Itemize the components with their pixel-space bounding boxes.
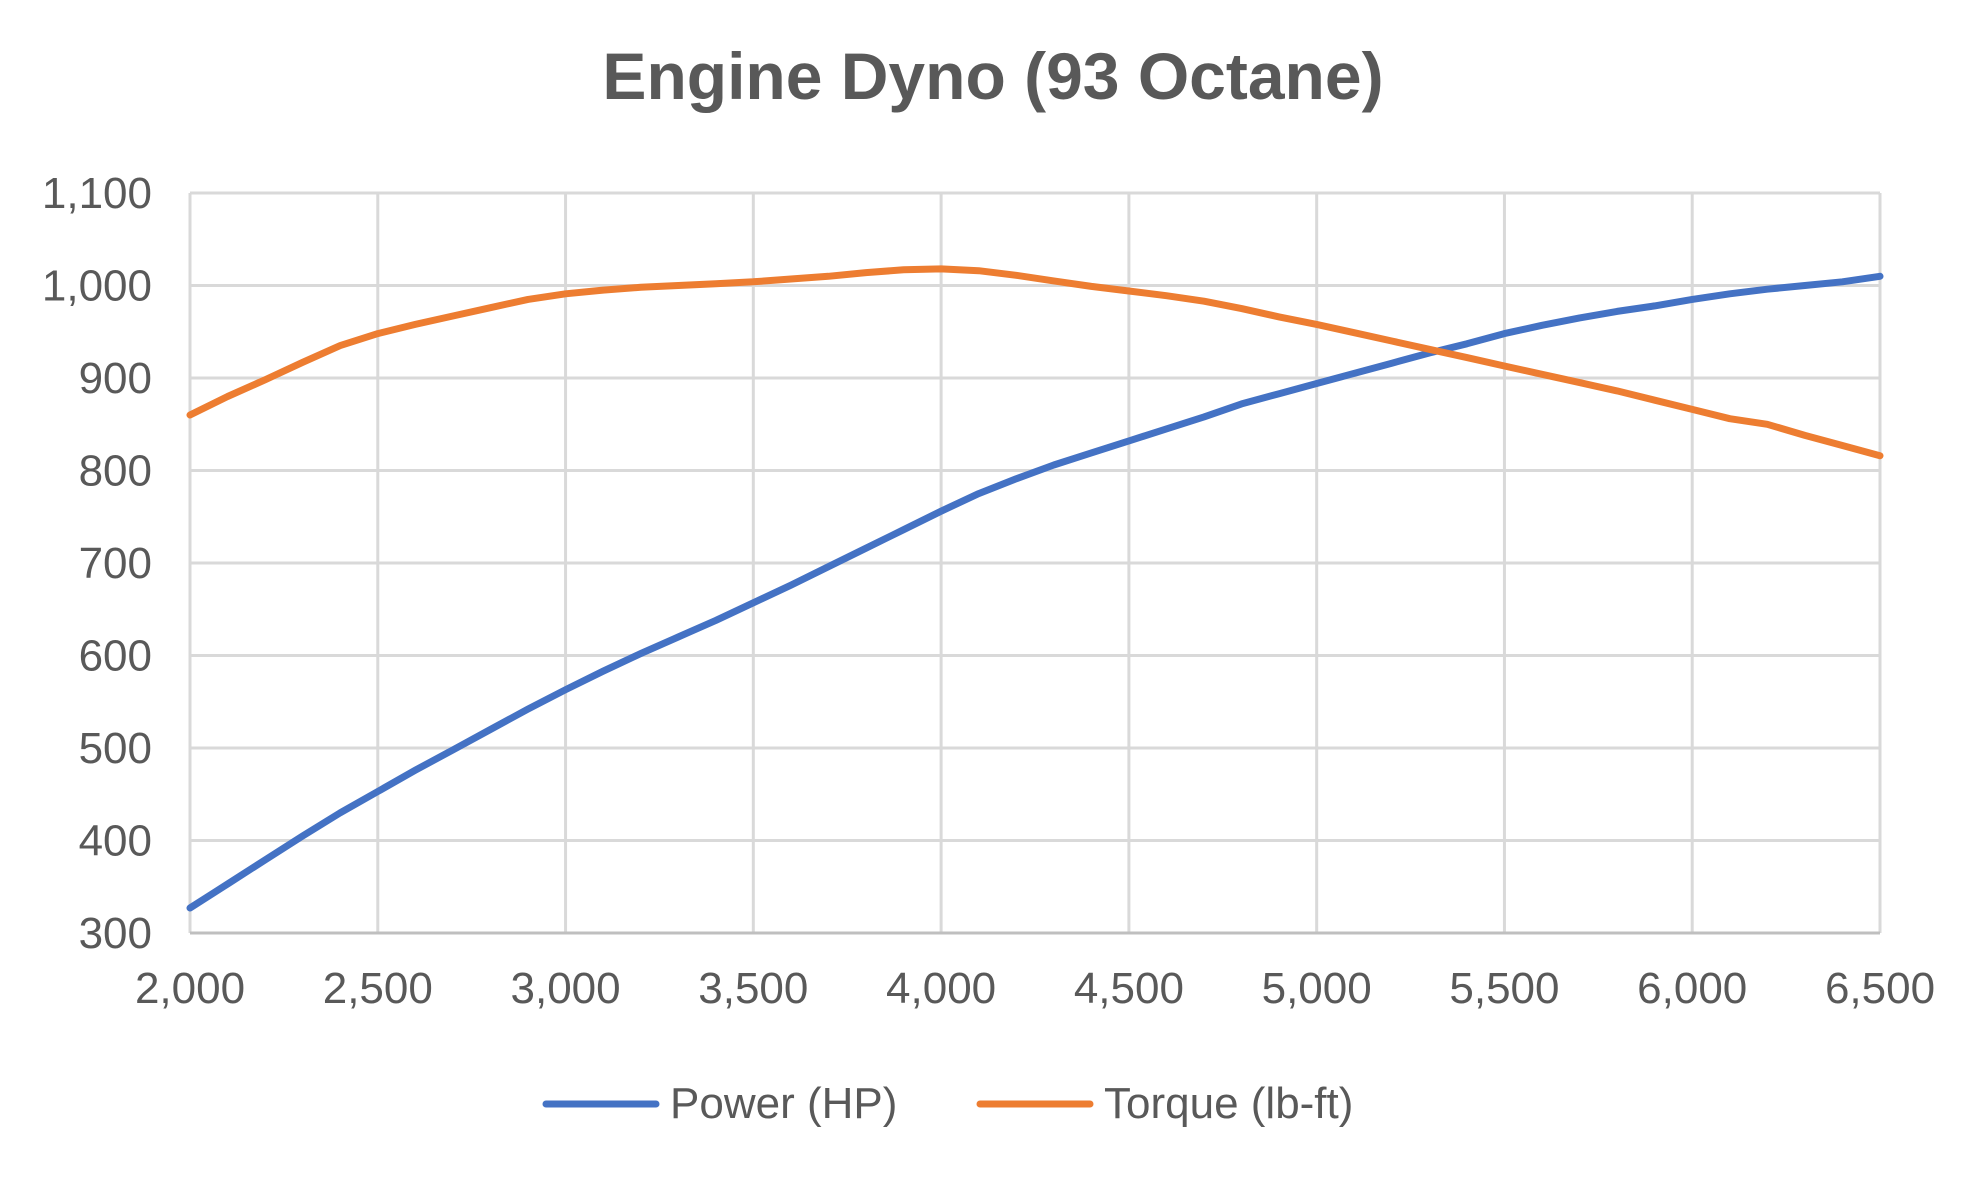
legend-item: Power (HP)	[542, 1079, 897, 1128]
x-tick-label: 5,000	[1262, 964, 1372, 1013]
x-tick-label: 6,500	[1825, 964, 1935, 1013]
y-axis-tick-labels: 300 400 500 600 700 800 900 1,000 1,100	[42, 169, 152, 958]
y-tick-label: 1,000	[42, 262, 152, 311]
x-tick-label: 5,500	[1449, 964, 1559, 1013]
y-tick-label: 600	[79, 632, 152, 681]
legend: Power (HP) Torque (lb-ft)	[542, 1079, 1353, 1128]
y-tick-label: 400	[79, 817, 152, 866]
y-tick-label: 800	[79, 447, 152, 496]
x-tick-label: 3,500	[698, 964, 808, 1013]
x-tick-label: 2,000	[135, 964, 245, 1013]
axes	[188, 193, 1880, 935]
series-line-0	[186, 272, 1884, 912]
y-tick-label: 1,100	[42, 169, 152, 218]
x-axis-tick-labels: 2,000 2,500 3,000 3,500 4,000 4,500 5,000 5,500…	[135, 964, 1935, 1013]
y-tick-label: 700	[79, 539, 152, 588]
x-tick-label: 2,500	[323, 964, 433, 1013]
legend-label: Torque (lb-ft)	[1104, 1079, 1353, 1128]
y-tick-label: 300	[79, 909, 152, 958]
y-tick-label: 900	[79, 354, 152, 403]
series-lines	[186, 265, 1884, 912]
x-tick-label: 4,500	[1074, 964, 1184, 1013]
x-tick-label: 3,000	[511, 964, 621, 1013]
series-line-1	[186, 265, 1884, 460]
grid-lines	[190, 191, 1882, 933]
legend-label: Power (HP)	[670, 1079, 897, 1128]
chart-title: Engine Dyno (93 Octane)	[602, 39, 1384, 113]
legend-item: Torque (lb-ft)	[976, 1079, 1353, 1128]
x-tick-label: 6,000	[1637, 964, 1747, 1013]
x-tick-label: 4,000	[886, 964, 996, 1013]
y-tick-label: 500	[79, 724, 152, 773]
